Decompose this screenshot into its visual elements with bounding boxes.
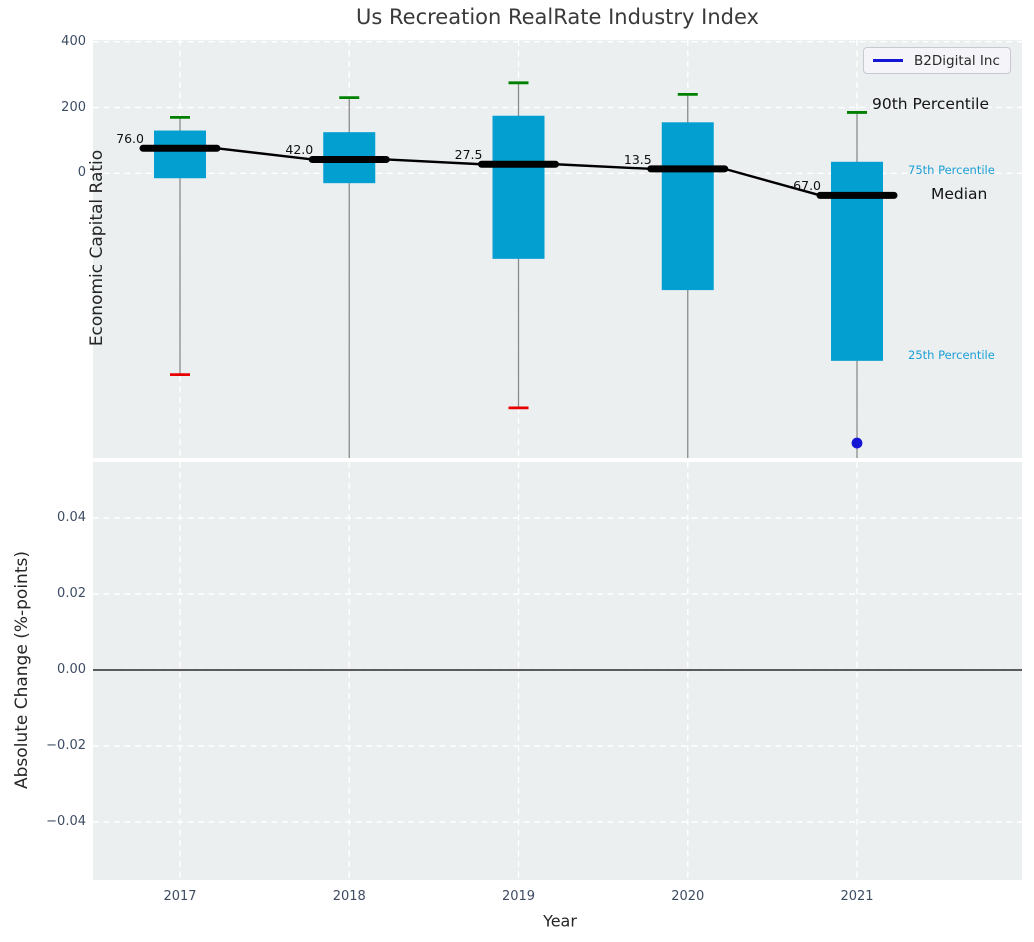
top-y-axis-label: Economic Capital Ratio <box>87 149 107 347</box>
median-connector <box>555 163 651 171</box>
bottom-y-tick-label: 0.00 <box>57 662 86 677</box>
company-point <box>851 437 863 449</box>
bottom-y-tick-label: 0.04 <box>57 510 86 525</box>
top-y-tick-label: 400 <box>61 33 86 49</box>
iqr-box-2020 <box>661 122 714 291</box>
iqr-box-2017 <box>154 130 206 179</box>
x-tick-label: 2021 <box>840 889 874 904</box>
legend-label: B2Digital Inc <box>914 52 1000 69</box>
chart-title: Us Recreation RealRate Industry Index <box>356 5 759 29</box>
annotation-median: Median <box>931 185 988 203</box>
median-connector <box>386 158 482 166</box>
median-value-label: 76.0 <box>116 131 144 147</box>
legend-line-swatch <box>873 59 903 62</box>
x-axis-label: Year <box>543 911 577 931</box>
annotation-90th-percentile: 90th Percentile <box>872 95 990 113</box>
bottom-y-tick-label: 0.02 <box>57 586 86 601</box>
median-value-label: 13.5 <box>623 151 652 167</box>
median-value-label: 42.0 <box>285 142 314 158</box>
x-tick-label: 2017 <box>163 889 197 904</box>
median-connector <box>724 167 821 197</box>
x-tick-label: 2020 <box>671 889 705 904</box>
bottom-y-tick-label: −0.04 <box>46 814 86 829</box>
annotation-75th-percentile: 75th Percentile <box>908 163 995 177</box>
top-y-tick-label: 0 <box>77 165 86 181</box>
x-tick-label: 2018 <box>332 889 366 904</box>
x-tick-label: 2019 <box>501 889 536 904</box>
bottom-y-tick-label: −0.02 <box>46 738 86 753</box>
iqr-box-2021 <box>831 161 883 361</box>
annotation-25th-percentile: 25th Percentile <box>908 348 995 362</box>
bottom-panel-background <box>93 462 1022 880</box>
median-connector <box>216 147 313 161</box>
iqr-box-2019 <box>492 115 545 259</box>
median-value-label: 27.5 <box>454 147 483 163</box>
top-y-tick-label: 200 <box>61 99 86 115</box>
legend: B2Digital Inc <box>863 47 1011 74</box>
median-value-label: -67.0 <box>788 178 821 194</box>
